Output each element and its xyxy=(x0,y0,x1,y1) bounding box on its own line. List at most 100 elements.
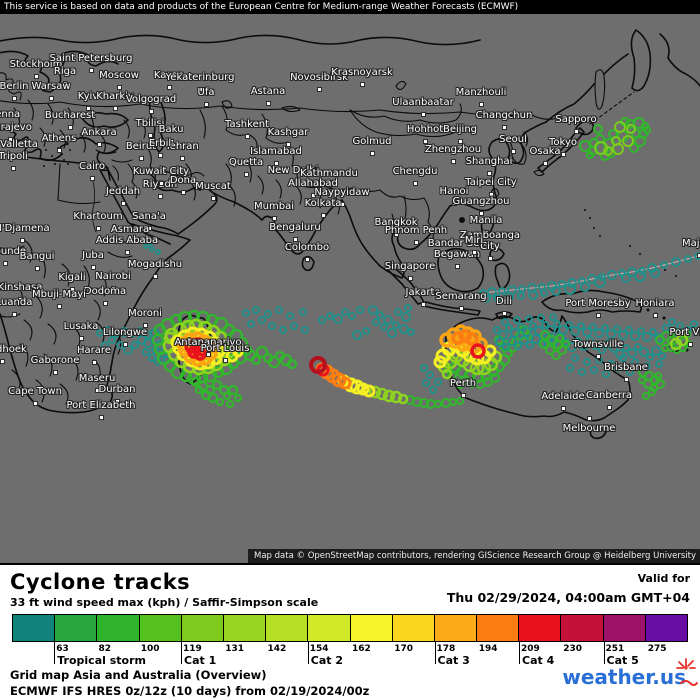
city-label-new-delhi: New Delhi xyxy=(267,165,319,176)
city-marker-kinshasa xyxy=(18,297,23,302)
city-marker-n-djamena xyxy=(20,238,25,243)
city-label-luanda: Luanda xyxy=(0,297,33,308)
city-marker-yekaterinburg xyxy=(198,87,203,92)
city-label-perth: Perth xyxy=(449,378,477,389)
city-marker-bangui xyxy=(35,266,40,271)
legend-segment-10 xyxy=(434,615,478,641)
city-label-beirut: Beirut xyxy=(125,141,157,152)
city-marker-sarajevo xyxy=(8,137,13,142)
city-label-gaborone: Gaborone xyxy=(30,355,80,366)
city-marker-kuwait-city xyxy=(159,181,164,186)
city-marker-zhengzhou xyxy=(451,159,456,164)
city-label-bucharest: Bucharest xyxy=(44,110,96,121)
map-canvas[interactable]: Stockholm Saint Petersburg Riga Moscow Kazan… xyxy=(0,0,700,565)
city-label-guangzhou: Guangzhou xyxy=(452,196,510,207)
city-marker-maseru xyxy=(95,388,100,393)
city-marker-ufa xyxy=(204,102,209,107)
track-io-track-yellowgreen xyxy=(368,385,409,405)
city-marker-kolkata xyxy=(321,213,326,218)
city-label-osaka: Osaka xyxy=(529,146,561,157)
track-japan-yellowgreen xyxy=(594,121,636,156)
city-marker-cairo xyxy=(90,176,95,181)
track-indian-ocean-teal xyxy=(143,240,415,340)
city-label-cairo: Cairo xyxy=(79,161,105,172)
city-label-maseru: Maseru xyxy=(78,373,116,384)
city-marker-taipei-city xyxy=(489,192,494,197)
legend-value-142: 142 xyxy=(267,644,287,654)
city-marker-juba xyxy=(91,265,96,270)
city-label-cape-town: Cape Town xyxy=(8,386,62,397)
city-label-tokyo: Tokyo xyxy=(549,137,577,148)
legend-category-cat-3: Cat 3 xyxy=(437,654,470,667)
city-marker-hanoi xyxy=(452,201,457,206)
city-marker-durban xyxy=(115,399,120,404)
city-marker-saint-petersburg xyxy=(89,68,94,73)
city-marker-vienna xyxy=(1,124,6,129)
weather-us-logo[interactable]: weather.us xyxy=(562,658,698,689)
city-label-phnom-penh: Phnom Penh xyxy=(384,225,448,236)
city-marker-yaounde xyxy=(3,261,8,266)
city-label-juba: Juba xyxy=(82,250,104,261)
legend-value-230: 230 xyxy=(563,644,583,654)
city-marker-kathmandu xyxy=(327,183,332,188)
city-marker-new-delhi xyxy=(291,180,296,185)
city-label-nairobi: Nairobi xyxy=(95,271,131,282)
city-label-novosibirsk: Novosibirsk xyxy=(290,72,348,83)
legend-value-100: 100 xyxy=(140,644,160,654)
city-marker-doha xyxy=(181,190,186,195)
legend-tick xyxy=(54,642,56,664)
city-marker-golmud xyxy=(370,151,375,156)
city-label-addis-ababa: Addis Ababa xyxy=(95,235,159,246)
city-marker-gaborone xyxy=(53,370,58,375)
city-label-ufa: Ufa xyxy=(197,87,215,98)
legend-tick xyxy=(181,642,182,664)
city-marker-nairobi xyxy=(111,286,116,291)
city-label-durban: Durban xyxy=(98,384,136,395)
footer-map-description: Grid map Asia and Australia (Overview) xyxy=(10,668,267,682)
city-label-melbourne: Melbourne xyxy=(562,423,616,434)
city-marker-sana-a xyxy=(147,226,152,231)
city-label-lilongwe: Lilongwe xyxy=(102,327,148,338)
city-label-hohhot: Hohhot xyxy=(406,124,444,135)
city-marker-krasnoyarsk xyxy=(360,82,365,87)
track-io-track-green xyxy=(405,395,464,409)
city-marker-asmara xyxy=(128,239,133,244)
city-label-erbil: Erbil xyxy=(148,138,172,149)
city-marker-kashgar xyxy=(286,142,291,147)
legend-value-119: 119 xyxy=(183,644,202,654)
city-label-majuro: Majuro xyxy=(682,238,700,249)
legend-segment-12 xyxy=(519,615,562,641)
city-marker-harare xyxy=(92,360,97,365)
legend-panel: Cyclone tracks 33 ft wind speed max (kph… xyxy=(0,565,700,700)
city-label-bandar-seri-begawan: Bandar Seri Begawan xyxy=(427,238,487,260)
city-marker-tehran xyxy=(180,156,185,161)
city-marker-osaka xyxy=(543,161,548,166)
city-label-vienna: Vienna xyxy=(0,109,21,120)
city-marker-kyiv xyxy=(86,106,91,111)
city-label-athens: Athens xyxy=(41,133,77,144)
coastlines-layer xyxy=(0,29,700,440)
city-label-manila: Manila xyxy=(469,215,503,226)
city-marker-bandar-seri-begawan xyxy=(455,264,460,269)
city-marker-mogadishu xyxy=(153,274,158,279)
city-label-kashgar: Kashgar xyxy=(267,127,309,138)
city-marker-warsaw xyxy=(49,96,54,101)
city-labels-layer: Stockholm Saint Petersburg Riga Moscow Kazan… xyxy=(0,53,700,434)
city-marker-volgograd xyxy=(149,109,154,114)
track-io-track-head xyxy=(309,356,327,374)
legend-category-cat-5: Cat 5 xyxy=(606,654,639,667)
legend-category-cat-4: Cat 4 xyxy=(522,654,555,667)
legend-segment-8 xyxy=(350,615,393,641)
city-label-singapore: Singapore xyxy=(384,261,436,272)
valid-for-label: Valid for xyxy=(637,572,690,585)
city-label-kolkata: Kolkata xyxy=(304,198,342,209)
track-japan-green xyxy=(579,117,651,161)
city-label-kazan: Kazan xyxy=(153,70,185,81)
city-marker-hohhot xyxy=(423,139,428,144)
legend-value-194: 194 xyxy=(478,644,498,654)
city-label-volgograd: Volgograd xyxy=(125,94,177,105)
track-wa-darkorange xyxy=(451,329,479,346)
city-label-harare: Harare xyxy=(77,345,111,356)
city-marker-erbil xyxy=(158,153,163,158)
